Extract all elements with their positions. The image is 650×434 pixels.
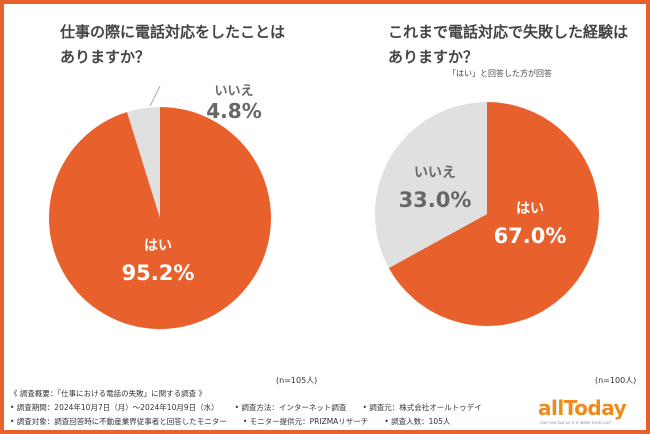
- pie1-category-no: いいえ: [214, 84, 254, 99]
- pie2-n: (n=100人): [595, 376, 637, 385]
- pie2-category-yes: はい: [516, 201, 544, 217]
- footer-count: • 調査人数：105人: [384, 417, 451, 426]
- footer-target: • 調査対象：調査回答時に不動産業界従事者と回答したモニター: [10, 417, 227, 426]
- chart2-title-line2: ありますか？: [388, 48, 479, 66]
- pie1-n: (n=105人): [276, 376, 318, 385]
- chart1-title-line1: 仕事の際に電話対応をしたことは: [60, 23, 286, 41]
- pie1-slice-no: [127, 107, 160, 218]
- alltoday-logo: allToday: [538, 396, 627, 420]
- pie1-leader-line: [149, 85, 161, 107]
- pie2-label-yes: はい 67.0%: [490, 198, 570, 248]
- footer-row-2: • 調査期間：2024年10月7日（月）～2024年10月9日（水） • 調査方…: [10, 403, 482, 413]
- pie1-slice-yes: [48, 107, 271, 329]
- pie2-category-no: いいえ: [414, 165, 456, 181]
- footer-provider: • モニター提供元：PRIZMAリサーチ: [242, 417, 369, 426]
- footer-period: • 調査期間：2024年10月7日（月）～2024年10月9日（水）: [10, 403, 219, 412]
- pie1-label-no: いいえ 4.8%: [204, 80, 264, 123]
- pie2-slice-no: [374, 102, 487, 268]
- footer-row-3: • 調査対象：調査回答時に不動産業界従事者と回答したモニター • モニター提供元…: [10, 417, 450, 427]
- chart1-title: 仕事の際に電話対応をしたことは ありますか？: [60, 20, 285, 70]
- chart2-title: これまで電話対応で失敗した経験は ありますか？: [388, 20, 628, 70]
- pie2-label-no: いいえ 33.0%: [395, 162, 475, 212]
- pie1-value-no: 4.8%: [206, 99, 262, 123]
- chart1-title-line2: ありますか？: [60, 48, 151, 66]
- pie2-slice-yes: [388, 102, 599, 326]
- footer-row-1: 《 調査概要：「仕事における電話の失敗」に関する調査 》: [10, 389, 206, 399]
- footer-source: • 調査元：株式会社オールトゥデイ: [362, 403, 482, 412]
- pie2-value-yes: 67.0%: [493, 224, 567, 248]
- chart2-subtitle: 「はい」と回答した方が回答: [448, 69, 552, 78]
- pie1-category-yes: はい: [144, 238, 172, 254]
- logo-tagline: LIVE THIS DAY AS IF IT WERE YOUR LAST: [540, 421, 612, 425]
- footer-method: • 調査方法：インターネット調査: [234, 403, 347, 412]
- pie2-value-no: 33.0%: [398, 188, 472, 212]
- pie1-label-yes: はい 95.2%: [118, 235, 198, 285]
- chart2-title-line1: これまで電話対応で失敗した経験は: [388, 23, 629, 41]
- footer-summary: 《 調査概要：「仕事における電話の失敗」に関する調査 》: [10, 389, 207, 398]
- pie1-value-yes: 95.2%: [121, 261, 195, 285]
